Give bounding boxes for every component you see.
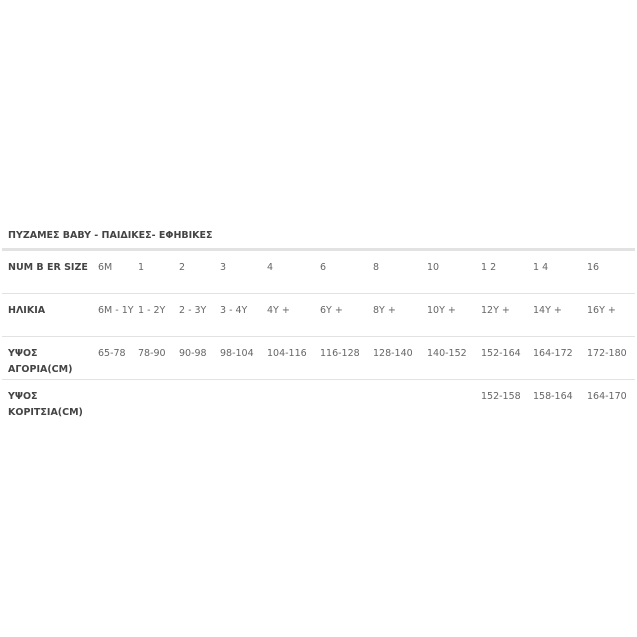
table-cell: 152-164 xyxy=(481,336,533,380)
table-cell: 128-140 xyxy=(373,336,427,380)
table-cell: 116-128 xyxy=(320,336,373,380)
table-cell xyxy=(220,380,267,423)
table-cell: 16Y + xyxy=(587,293,635,337)
table-cell: 6 xyxy=(320,249,373,294)
table-cell: 16 xyxy=(587,249,635,294)
table-cell xyxy=(320,380,373,423)
table-cell: 152-158 xyxy=(481,391,521,402)
table-cell: 2 xyxy=(179,249,220,294)
row-label: ΗΛΙΚΙΑ xyxy=(2,293,98,337)
table-cell xyxy=(267,380,320,423)
table-cell xyxy=(373,380,427,423)
table-cell: 1 xyxy=(138,249,179,294)
table-cell: 104-116 xyxy=(267,336,320,380)
table-cell xyxy=(427,380,481,423)
table-cell: 8 xyxy=(373,249,427,294)
table-cell: 6Y + xyxy=(320,293,373,337)
table-cell: 6M - 1Y xyxy=(98,293,138,337)
table-title: ΠΥΖΑΜΕΣ BABY - ΠΑΙΔΙΚΕΣ- ΕΦΗΒΙΚΕΣ xyxy=(8,230,213,241)
table-cell: 98-104 xyxy=(220,336,267,380)
table-cell: 90-98 xyxy=(179,336,220,380)
table-cell: 10Y + xyxy=(427,293,481,337)
table-cell: 8Y + xyxy=(373,293,427,337)
table-cell: 1 - 2Y xyxy=(138,293,179,337)
table-cell: 12Y + xyxy=(481,293,533,337)
table-cell: 10 xyxy=(427,249,481,294)
table-cell: 3 - 4Y xyxy=(220,293,267,337)
table-row-height-boys: ΥΨΟΣ ΑΓΟΡΙΑ(CM) 65-78 78-90 90-98 98-104 104-… xyxy=(2,336,635,380)
table-cell: 6M xyxy=(98,249,138,294)
table-cell: 14Y + xyxy=(533,293,587,337)
row-label: NUM B ER SIZE xyxy=(2,249,98,294)
table-cell: 1 2 xyxy=(481,249,533,294)
table-cell: 2 - 3Y xyxy=(179,293,220,337)
table-cell: 4 xyxy=(267,249,320,294)
table-row-age: ΗΛΙΚΙΑ 6M - 1Y 1 - 2Y 2 - 3Y 3 - 4Y 4Y +6Y +8… xyxy=(2,293,635,337)
table-cell: 158-164 xyxy=(533,391,573,402)
table-cell: 172-180 xyxy=(587,336,635,380)
table-cell: 65-78 xyxy=(98,336,138,380)
table-cell: 140-152 xyxy=(427,336,481,380)
table-cell: 1 4 xyxy=(533,249,587,294)
row-label: ΥΨΟΣ ΑΓΟΡΙΑ(CM) xyxy=(2,336,98,380)
table-row-height-girls: ΥΨΟΣ ΚΟΡΙΤΣΙΑ(CM) 152-158 158-164 164-170 xyxy=(2,380,635,423)
table-cell xyxy=(98,380,138,423)
table-cell: 4Y + xyxy=(267,293,320,337)
table-cell: 164-172 xyxy=(533,336,587,380)
table-cell xyxy=(138,380,179,423)
row-label: ΥΨΟΣ ΚΟΡΙΤΣΙΑ(CM) xyxy=(8,391,83,418)
table-cell: 3 xyxy=(220,249,267,294)
table-cell: 78-90 xyxy=(138,336,179,380)
table-cell xyxy=(179,380,220,423)
table-cell: 164-170 xyxy=(587,391,627,402)
